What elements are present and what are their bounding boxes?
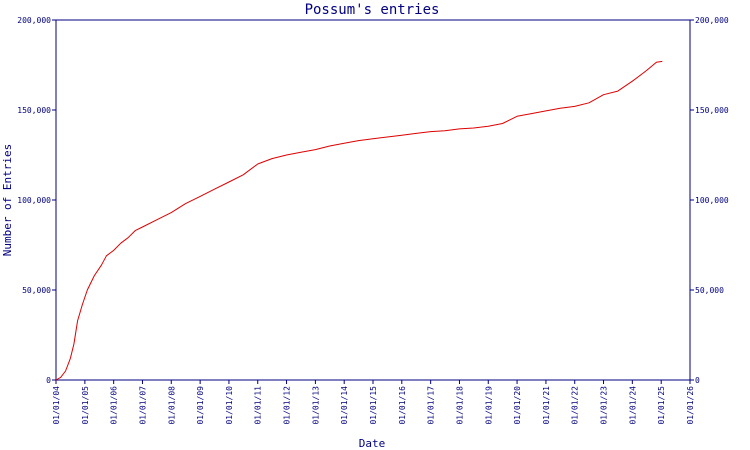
y-tick-label-right: 150,000 (695, 106, 729, 115)
chart-title: Possum's entries (305, 2, 440, 18)
x-tick-label: 01/01/07 (138, 386, 147, 425)
y-tick-label-left: 0 (46, 376, 51, 385)
x-axis: 01/01/04 01/01/05 01/01/06 01/01/07 01/01/08… (52, 380, 695, 425)
x-tick-label: 01/01/10 (225, 386, 234, 425)
x-tick-label: 01/01/20 (513, 386, 522, 425)
y-tick-label-left: 100,000 (17, 196, 51, 205)
y-tick-label-right: 50,000 (695, 286, 724, 295)
y-tick-label-left: 200,000 (17, 16, 51, 25)
y-axis-right: 0 50,000 100,000 150,000 200,000 (690, 16, 729, 385)
x-tick-label: 01/01/12 (283, 386, 292, 425)
x-tick-label: 01/01/14 (340, 386, 349, 425)
x-tick-label: 01/01/19 (484, 386, 493, 425)
y-tick-label-right: 0 (695, 376, 700, 385)
x-tick-label: 01/01/16 (398, 386, 407, 425)
x-tick-label: 01/01/04 (52, 386, 61, 425)
y-tick-label-left: 50,000 (22, 286, 51, 295)
x-tick-label: 01/01/13 (311, 386, 320, 425)
x-tick-label: 01/01/17 (427, 386, 436, 425)
y-tick-label-right: 100,000 (695, 196, 729, 205)
x-tick-label: 01/01/11 (254, 386, 263, 425)
x-tick-label: 01/01/18 (455, 386, 464, 425)
y-tick-label-right: 200,000 (695, 16, 729, 25)
x-tick-label: 01/01/21 (542, 386, 551, 425)
x-tick-label: 01/01/15 (369, 386, 378, 425)
series-layer (55, 60, 663, 381)
x-tick-label: 01/01/05 (81, 386, 90, 425)
x-tick-label: 01/01/09 (196, 386, 205, 425)
x-tick-label: 01/01/26 (686, 386, 695, 425)
series-line (55, 60, 663, 381)
y-axis-left: 0 50,000 100,000 150,000 200,000 (17, 16, 56, 385)
x-axis-label: Date (359, 437, 386, 450)
plot-frame (55, 19, 691, 381)
x-tick-label: 01/01/06 (110, 386, 119, 425)
x-tick-label: 01/01/24 (628, 386, 637, 425)
x-tick-label: 01/01/08 (167, 386, 176, 425)
x-tick-label: 01/01/25 (657, 386, 666, 425)
y-tick-label-left: 150,000 (17, 106, 51, 115)
x-tick-label: 01/01/23 (600, 386, 609, 425)
x-tick-label: 01/01/22 (571, 386, 580, 425)
y-axis-label: Number of Entries (1, 144, 14, 257)
